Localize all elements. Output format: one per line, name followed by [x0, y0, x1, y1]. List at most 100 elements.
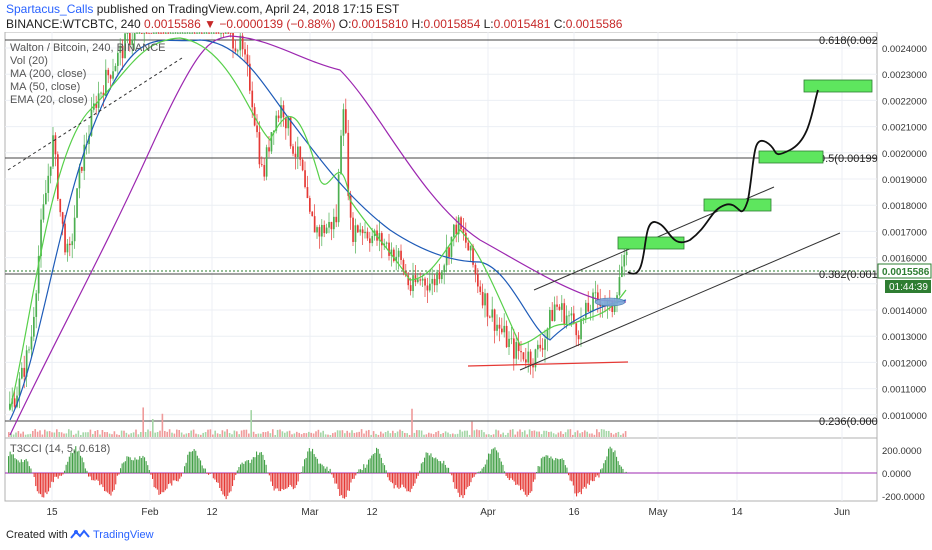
osc-bar	[16, 459, 18, 473]
osc-bar	[568, 473, 570, 476]
volume-bar	[176, 429, 178, 437]
volume-bar	[226, 429, 228, 437]
author-link[interactable]: Spartacus_Calls	[6, 2, 94, 16]
osc-bar	[569, 473, 571, 481]
osc-bar	[544, 456, 546, 473]
osc-bar	[459, 473, 461, 498]
indicator-label-ema20[interactable]: EMA (20, close)	[10, 94, 88, 106]
indicator-label-vol[interactable]: Vol (20)	[10, 55, 48, 67]
target-box	[703, 198, 772, 212]
tradingview-link[interactable]: TradingView	[93, 529, 154, 541]
volume-bar	[468, 434, 471, 437]
volume-bar	[156, 431, 159, 437]
candle-body	[527, 351, 530, 363]
osc-bar	[360, 469, 362, 473]
candle-body	[429, 283, 431, 291]
indicator-label-ma50[interactable]: MA (50, close)	[10, 81, 81, 93]
tradingview-logo-icon[interactable]	[70, 528, 90, 547]
osc-bar	[44, 473, 46, 493]
volume-bar	[598, 432, 600, 437]
volume-bar	[557, 432, 560, 437]
osc-bar	[260, 452, 262, 473]
volume-bar	[272, 429, 274, 437]
candle-body	[292, 146, 294, 154]
volume-bar	[281, 431, 284, 437]
indicator-label-symbol[interactable]: Walton / Bitcoin, 240, BINANCE	[10, 42, 166, 54]
candle-body	[16, 395, 18, 407]
volume-bar	[96, 430, 99, 437]
osc-bar	[264, 459, 266, 473]
osc-bar	[92, 473, 94, 481]
price-chart[interactable]: 0.618(0.002 0.5(0.00199 0.382(0.001 0.236(0…	[0, 32, 932, 520]
volume-bar	[502, 432, 504, 437]
volume-bar	[332, 433, 334, 437]
volume-bar	[279, 429, 281, 437]
osc-bar	[387, 473, 389, 478]
osc-bar	[571, 473, 573, 482]
osc-bar	[136, 459, 138, 473]
trend-drawings[interactable]	[7, 57, 873, 371]
osc-bar	[582, 473, 584, 489]
volume-bar	[473, 430, 476, 437]
candle-body	[90, 109, 93, 136]
ema20-line	[9, 37, 627, 411]
candle-body	[337, 174, 340, 223]
osc-bar	[422, 462, 424, 473]
volume-bar	[596, 429, 598, 437]
osc-bar	[531, 473, 533, 492]
volume-bar	[497, 430, 500, 437]
indicator-label-t3cci[interactable]: T3CCI (14, 5, 0.618)	[10, 443, 111, 455]
osc-bar	[379, 453, 381, 473]
osc-bar	[51, 473, 53, 482]
volume-bar	[432, 434, 435, 437]
candle-body	[539, 344, 542, 349]
osc-bar	[513, 473, 515, 482]
osc-bar	[523, 473, 525, 492]
osc-bar	[368, 459, 370, 473]
candle-body	[529, 351, 532, 365]
osc-bar	[393, 473, 395, 489]
osc-bar	[475, 473, 477, 475]
time-tick-label: Jun	[834, 507, 850, 518]
candle-body	[40, 219, 42, 257]
candle-body	[575, 323, 578, 336]
osc-bar	[284, 473, 286, 489]
osc-bar	[460, 473, 462, 496]
volume-bar	[516, 431, 519, 437]
candle-body	[549, 309, 551, 329]
osc-bar	[340, 473, 342, 496]
osc-bar	[371, 455, 373, 473]
volume-bar	[620, 434, 622, 437]
candle-body	[237, 50, 239, 52]
osc-bar	[308, 448, 310, 473]
volume-bar	[12, 434, 15, 437]
osc-bar	[102, 473, 104, 488]
candle-body	[537, 344, 539, 350]
candle-body	[325, 227, 328, 234]
indicator-label-ma200[interactable]: MA (200, close)	[10, 68, 87, 80]
candle-body	[597, 292, 599, 301]
candle-body	[220, 33, 222, 34]
osc-bar	[547, 455, 549, 473]
osc-bar	[43, 473, 45, 498]
osc-bar	[537, 466, 539, 473]
volume-bar	[452, 433, 454, 437]
volume-bar	[411, 408, 413, 437]
volume-bar	[495, 429, 497, 437]
osc-bar	[491, 449, 493, 473]
osc-bar	[137, 459, 139, 473]
osc-bar	[179, 473, 181, 479]
osc-bar	[553, 460, 555, 473]
candle-body	[421, 278, 424, 281]
volume-bar	[108, 433, 111, 437]
candle-body	[407, 275, 410, 286]
main-pane-frame	[4, 32, 878, 439]
volume-bar	[53, 432, 56, 437]
osc-bar	[622, 468, 624, 473]
volume-bar	[524, 430, 526, 437]
candle-body	[275, 115, 278, 131]
osc-bar	[419, 470, 421, 473]
osc-bar	[584, 473, 586, 487]
candle-body	[100, 92, 102, 94]
volume-bar	[233, 430, 236, 437]
